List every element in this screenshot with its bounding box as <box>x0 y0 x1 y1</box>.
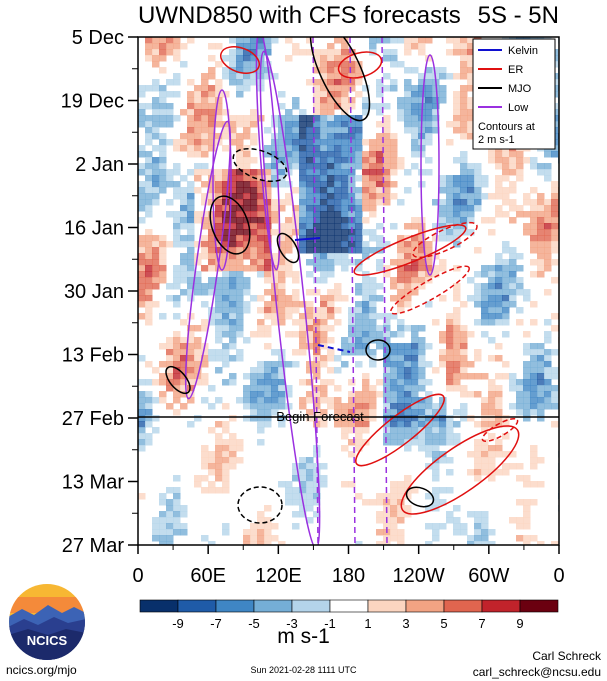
footer-timestamp: Sun 2021-02-28 1111 UTC <box>250 665 357 675</box>
footer-author: Carl Schreck <box>532 649 601 663</box>
x-tick-label: 0 <box>553 565 564 587</box>
y-tick-label: 27 Mar <box>62 535 125 557</box>
y-tick-label: 5 Dec <box>72 27 124 49</box>
x-axis: 0 60E 120E 180 120W 60W 0 <box>132 545 565 587</box>
legend-label: Low <box>508 102 528 114</box>
ncics-logo: NCICS <box>9 584 85 660</box>
colorbar-level: -9 <box>172 616 184 631</box>
y-tick-label: 13 Mar <box>62 472 125 494</box>
lat-band-label: 5S - 5N <box>477 2 559 29</box>
y-axis: 5 Dec 19 Dec 2 Jan 16 Jan 30 Jan 13 Feb 27 Feb… <box>61 27 138 557</box>
colorbar-level: 1 <box>364 616 371 631</box>
footer-email[interactable]: carl_schreck@ncsu.edu <box>472 665 601 679</box>
colorbar: -9 -7 -5 -3 -1 1 3 5 7 9 <box>139 599 559 631</box>
colorbar-level: -5 <box>248 616 260 631</box>
colorbar-swatch <box>481 599 521 613</box>
colorbar-swatch <box>253 599 293 613</box>
y-tick-label: 19 Dec <box>61 91 124 113</box>
legend-label: Kelvin <box>508 45 538 57</box>
colorbar-level: -3 <box>286 616 298 631</box>
colorbar-level: -1 <box>324 616 336 631</box>
legend-label: MJO <box>508 83 532 95</box>
colorbar-swatch <box>405 599 445 613</box>
legend: Kelvin ER MJO Low Contours at 2 m s-1 <box>472 38 556 150</box>
wave-contours <box>165 37 520 545</box>
colorbar-level: 9 <box>516 616 523 631</box>
x-tick-label: 120E <box>255 565 302 587</box>
colorbar-swatch <box>291 599 331 613</box>
colorbar-level: 5 <box>440 616 447 631</box>
y-tick-label: 30 Jan <box>64 281 124 303</box>
y-tick-label: 16 Jan <box>64 218 124 240</box>
forecast-label: Begin Forecast <box>276 409 364 424</box>
colorbar-swatch <box>139 599 179 613</box>
x-tick-label: 60W <box>468 565 509 587</box>
chart-title: UWND850 with CFS forecasts <box>138 2 461 29</box>
legend-note-2: 2 m s-1 <box>478 134 515 146</box>
legend-label: ER <box>508 64 523 76</box>
colorbar-swatch <box>177 599 217 613</box>
x-tick-label: 180 <box>332 565 365 587</box>
x-tick-label: 120W <box>393 565 445 587</box>
logo-text: NCICS <box>27 633 68 648</box>
legend-note-1: Contours at <box>478 121 535 133</box>
y-tick-label: 13 Feb <box>62 345 124 367</box>
colorbar-level: 7 <box>478 616 485 631</box>
x-tick-label: 60E <box>190 565 226 587</box>
colorbar-swatch <box>329 599 369 613</box>
colorbar-level: 3 <box>402 616 409 631</box>
footer-site[interactable]: ncics.org/mjo <box>6 663 77 677</box>
colorbar-swatch <box>367 599 407 613</box>
colorbar-swatch <box>443 599 483 613</box>
colorbar-level: -7 <box>210 616 222 631</box>
anomaly-field <box>138 37 559 545</box>
colorbar-swatch <box>519 599 559 613</box>
y-tick-label: 2 Jan <box>75 154 124 176</box>
x-tick-label: 0 <box>132 565 143 587</box>
footer-credit: Carl Schreck carl_schreck@ncsu.edu <box>473 648 601 680</box>
colorbar-units: m s-1 <box>277 625 330 648</box>
colorbar-swatch <box>215 599 255 613</box>
y-tick-label: 27 Feb <box>62 408 124 430</box>
